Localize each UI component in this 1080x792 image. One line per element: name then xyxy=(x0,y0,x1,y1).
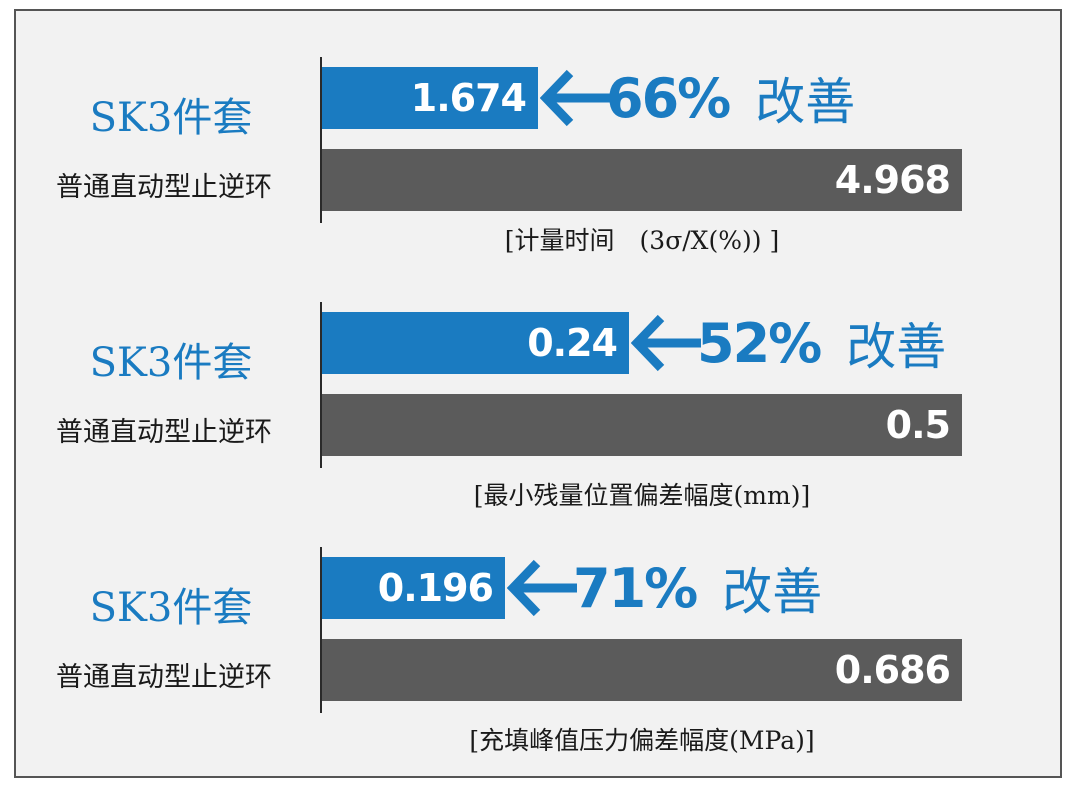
improvement-callout: 71% 改善 xyxy=(507,556,822,621)
bar-sk3: 0.24 xyxy=(322,312,629,374)
improvement-percent: 52% xyxy=(697,311,822,375)
category-label-sk3: SK3件套 xyxy=(89,95,253,141)
y-axis-line xyxy=(320,57,322,223)
category-label-sk3: SK3件套 xyxy=(89,585,253,631)
bar-sk3: 1.674 xyxy=(322,67,538,129)
metric-label: [充填峰值压力偏差幅度(MPa)] xyxy=(469,726,815,755)
category-label-sk3: SK3件套 xyxy=(89,340,253,386)
improvement-percent: 71% xyxy=(573,556,698,620)
improvement-text: 改善 xyxy=(846,318,947,376)
chart-panel-2: SK3件套 普通直动型止逆环 0.24 52% 改善 0.5 [最小残量位置偏差… xyxy=(16,256,1060,510)
data-label-standard: 0.5 xyxy=(885,403,951,447)
y-axis-line xyxy=(320,547,322,713)
left-arrow-icon xyxy=(540,69,610,127)
bar-standard: 0.686 xyxy=(322,639,962,701)
chart-panel-1: SK3件套 普通直动型止逆环 1.674 66% 改善 4.968 [计量时间 … xyxy=(16,11,1060,255)
data-label-sk3: 0.196 xyxy=(377,566,494,610)
improvement-percent: 66% xyxy=(606,66,731,130)
metric-label: [计量时间 (3σ/X(%)) ] xyxy=(504,226,780,255)
category-label-standard: 普通直动型止逆环 xyxy=(56,417,272,448)
category-label-standard: 普通直动型止逆环 xyxy=(56,662,272,693)
y-axis-line xyxy=(320,302,322,468)
bar-sk3: 0.196 xyxy=(322,557,505,619)
data-label-standard: 4.968 xyxy=(834,158,951,202)
improvement-text: 改善 xyxy=(755,73,856,131)
left-arrow-icon xyxy=(631,314,701,372)
improvement-callout: 52% 改善 xyxy=(631,311,946,376)
data-label-sk3: 0.24 xyxy=(527,321,618,365)
bar-standard: 4.968 xyxy=(322,149,962,211)
category-label-standard: 普通直动型止逆环 xyxy=(56,172,272,203)
improvement-text: 改善 xyxy=(722,563,823,621)
metric-label: [最小残量位置偏差幅度(mm)] xyxy=(473,481,811,510)
chart-panel-3: SK3件套 普通直动型止逆环 0.196 71% 改善 0.686 [充填峰值压… xyxy=(16,501,1060,755)
chart-frame: SK3件套 普通直动型止逆环 1.674 66% 改善 4.968 [计量时间 … xyxy=(14,9,1062,778)
data-label-sk3: 1.674 xyxy=(410,76,527,120)
left-arrow-icon xyxy=(507,559,577,617)
data-label-standard: 0.686 xyxy=(834,648,951,692)
improvement-callout: 66% 改善 xyxy=(540,66,855,131)
bar-standard: 0.5 xyxy=(322,394,962,456)
